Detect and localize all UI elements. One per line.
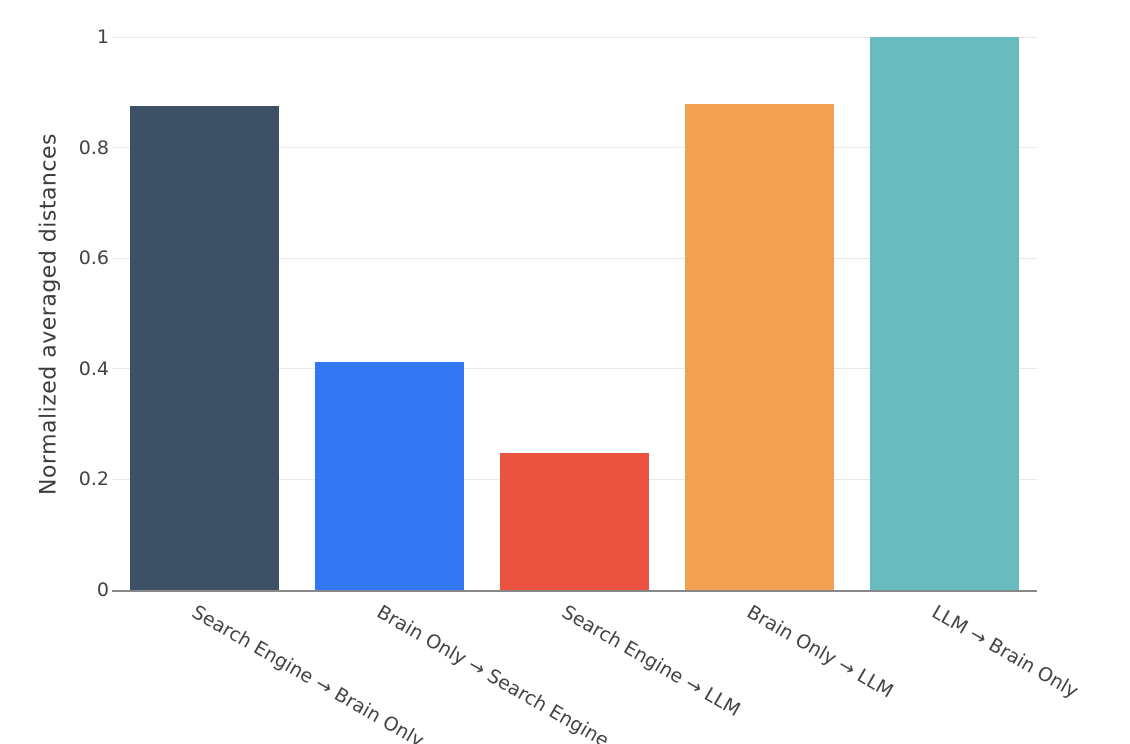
y-tick-label: 0.8	[78, 136, 109, 159]
x-tick-label: Brain Only → LLM	[742, 601, 897, 703]
gridline	[112, 257, 1037, 259]
bar	[869, 37, 1020, 590]
x-tick-label: LLM → Brain Only	[927, 601, 1082, 703]
x-axis-line	[112, 590, 1037, 592]
y-tick-label: 0	[96, 579, 109, 601]
gridline	[112, 36, 1037, 38]
y-tick-label: 1	[96, 26, 109, 48]
bar	[684, 103, 835, 590]
bar	[129, 106, 280, 590]
bar	[314, 361, 465, 590]
y-axis-title: Normalized averaged distances	[36, 133, 62, 495]
bar	[499, 453, 650, 590]
y-tick-label: 0.2	[78, 468, 109, 491]
gridline	[112, 147, 1037, 149]
y-tick-label: 0.4	[78, 357, 109, 380]
x-tick-label: Search Engine → LLM	[557, 601, 744, 722]
y-tick-label: 0.6	[78, 247, 109, 270]
gridline	[112, 368, 1037, 370]
